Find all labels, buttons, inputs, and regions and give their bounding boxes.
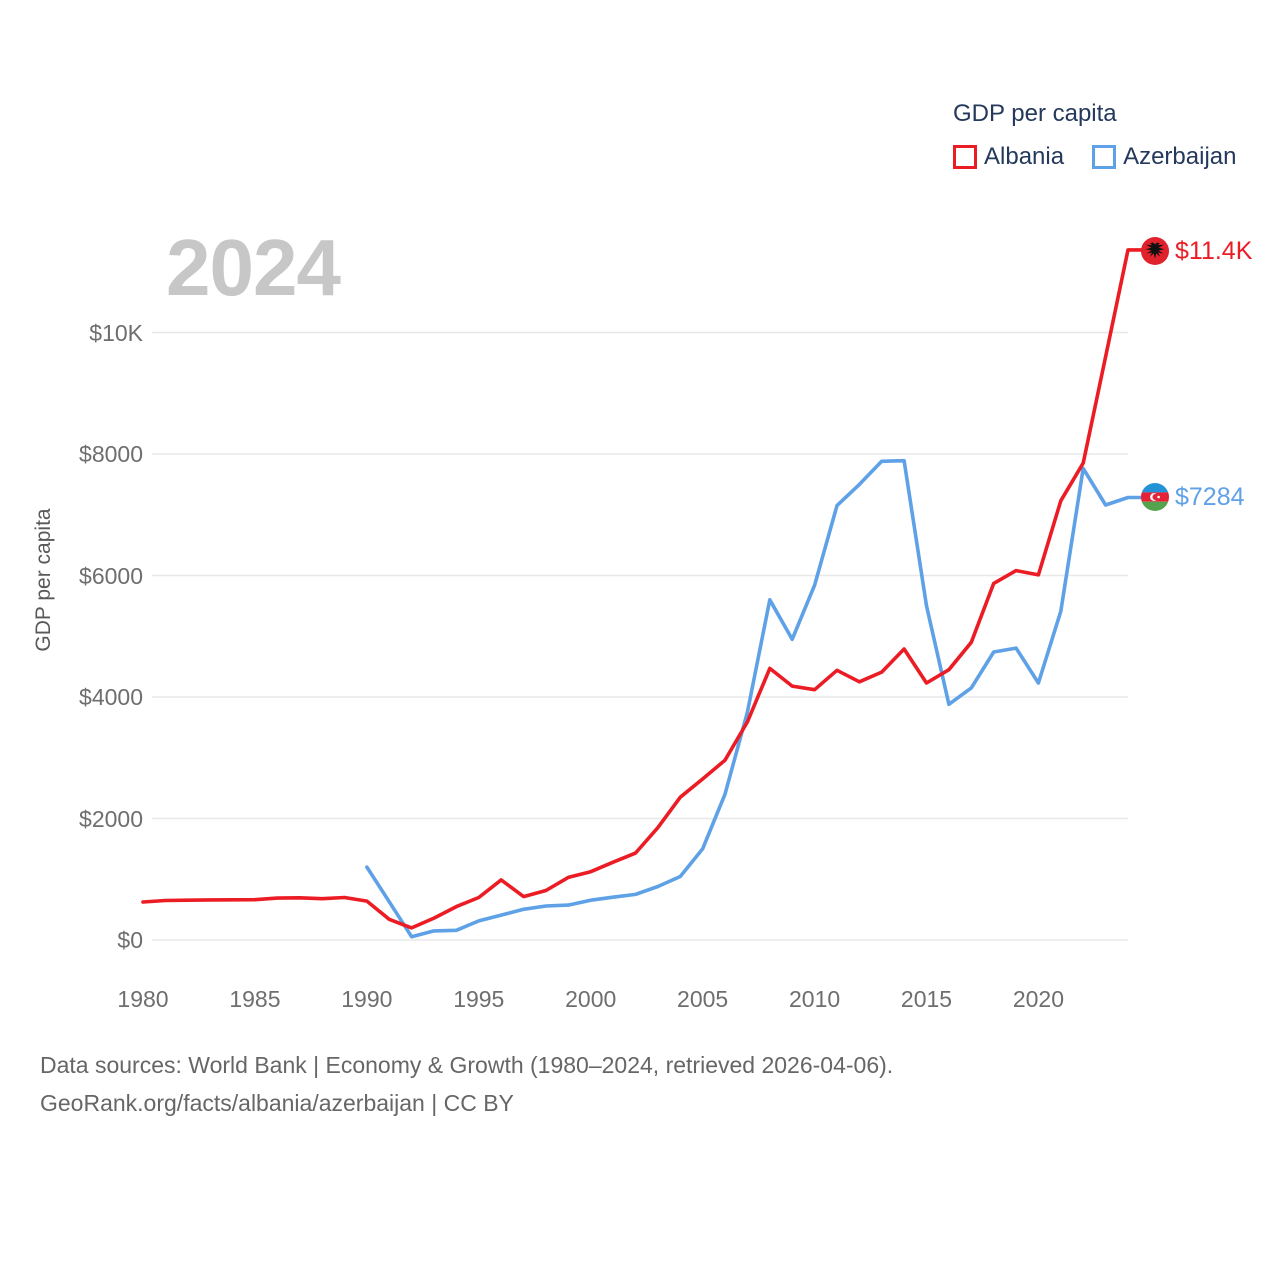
y-tick-label: $8000 (79, 441, 143, 467)
x-tick-label: 1995 (453, 986, 505, 1012)
albania-series-line (141, 248, 1143, 930)
y-tick-label: $6000 (79, 562, 143, 589)
data-source-note: Data sources: World Bank | Economy & Gro… (40, 1046, 893, 1122)
x-tick-label: 2010 (788, 986, 841, 1012)
legend-title: GDP per capita (953, 100, 1117, 127)
x-tick-label: 1990 (341, 986, 393, 1012)
y-tick-label: $2000 (79, 805, 143, 832)
x-tick-label: 2020 (1012, 986, 1065, 1012)
watermark-year: 2024 (166, 223, 341, 312)
x-tick-label: 2005 (677, 986, 729, 1012)
albania-flag-icon (1141, 237, 1169, 265)
x-tick-label: 2015 (900, 986, 953, 1012)
legend-item-label: Azerbaijan (1123, 143, 1237, 170)
azerbaijan-flag-icon (1141, 483, 1169, 511)
data-source-line2: GeoRank.org/facts/albania/azerbaijan | C… (40, 1090, 514, 1116)
y-tick-label: $10K (89, 319, 143, 346)
albania-series-swatch-icon (953, 145, 977, 169)
legend-row: Albania Azerbaijan (953, 143, 1253, 171)
albania-end-value-label: $11.4K (1175, 237, 1253, 265)
y-tick-label: $4000 (79, 684, 143, 710)
x-tick-label: 1980 (117, 986, 169, 1012)
data-source-line1: Data sources: World Bank | Economy & Gro… (40, 1052, 894, 1078)
chart-legend: GDP per capita Albania Azerbaijan (953, 100, 1253, 171)
legend-item-albania[interactable]: Albania (953, 143, 1064, 171)
legend-item-azerbaijan[interactable]: Azerbaijan (1092, 143, 1236, 171)
legend-item-label: Albania (984, 143, 1065, 170)
x-tick-label: 1985 (229, 986, 281, 1012)
azerbaijan-end-value-label: $7284 (1175, 483, 1245, 511)
azerbaijan-series-line (365, 458, 1143, 939)
azerbaijan-series-swatch-icon (1092, 145, 1117, 169)
x-tick-label: 2000 (565, 986, 617, 1012)
y-tick-label: $0 (117, 927, 143, 953)
